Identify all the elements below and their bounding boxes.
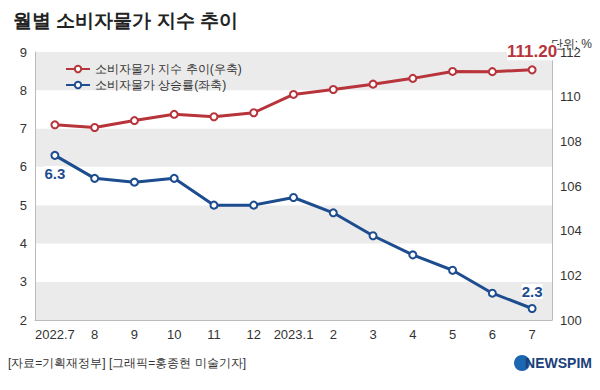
svg-text:2: 2 — [330, 327, 337, 342]
svg-text:8: 8 — [91, 327, 98, 342]
svg-text:10: 10 — [167, 327, 181, 342]
svg-text:5: 5 — [20, 198, 27, 213]
svg-text:111.20: 111.20 — [507, 42, 557, 61]
svg-text:112: 112 — [560, 45, 581, 60]
svg-text:소비자물가 지수 추이(우축): 소비자물가 지수 추이(우축) — [95, 62, 242, 76]
svg-text:108: 108 — [560, 134, 582, 149]
svg-text:6: 6 — [489, 327, 496, 342]
svg-text:7: 7 — [20, 121, 27, 136]
svg-text:9: 9 — [131, 327, 138, 342]
svg-text:8: 8 — [20, 83, 27, 98]
svg-text:2: 2 — [20, 313, 27, 328]
svg-text:3: 3 — [20, 274, 27, 289]
svg-text:NEWSPIM: NEWSPIM — [525, 355, 592, 371]
svg-text:2.3: 2.3 — [522, 283, 543, 300]
svg-text:102: 102 — [560, 268, 582, 283]
svg-text:9: 9 — [20, 45, 27, 60]
svg-text:[자료=기획재정부] [그래픽=홍종현 미술기자]: [자료=기획재정부] [그래픽=홍종현 미술기자] — [8, 356, 246, 370]
svg-text:4: 4 — [20, 236, 27, 251]
svg-text:6: 6 — [20, 159, 27, 174]
svg-text:100: 100 — [560, 313, 582, 328]
svg-text:4: 4 — [409, 327, 416, 342]
svg-text:3: 3 — [369, 327, 376, 342]
svg-text:7: 7 — [528, 327, 535, 342]
svg-text:월별 소비자물가 지수 추이: 월별 소비자물가 지수 추이 — [13, 10, 238, 31]
svg-text:2023.1: 2023.1 — [274, 327, 314, 342]
svg-text:5: 5 — [449, 327, 456, 342]
svg-text:106: 106 — [560, 179, 582, 194]
svg-text:104: 104 — [560, 223, 582, 238]
svg-text:소비자물가 상승률(좌축): 소비자물가 상승률(좌축) — [95, 78, 226, 92]
svg-text:11: 11 — [207, 327, 221, 342]
svg-text:110: 110 — [560, 89, 581, 104]
svg-text:2022.7: 2022.7 — [35, 327, 75, 342]
svg-text:12: 12 — [246, 327, 260, 342]
svg-text:6.3: 6.3 — [44, 165, 65, 182]
